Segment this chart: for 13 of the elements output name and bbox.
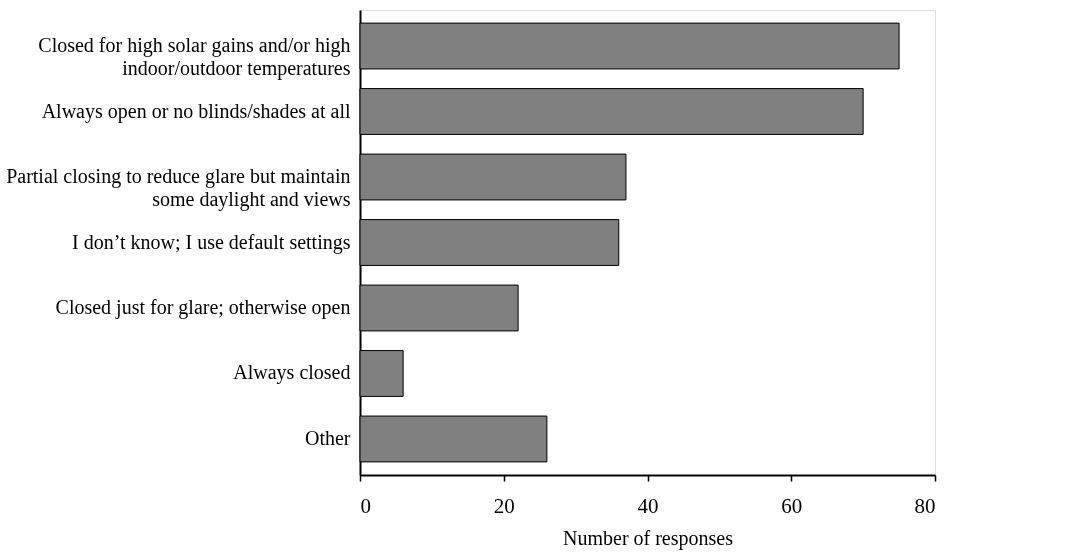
y-tick-label: I don’t know; I use default settings <box>72 230 351 254</box>
y-tick-label: Other <box>304 426 351 449</box>
x-tick-label: 20 <box>493 493 515 518</box>
x-tick-label: 40 <box>637 493 659 518</box>
y-tick-label: Closed just for glare; otherwise open <box>55 295 351 319</box>
x-tick-label: 0 <box>360 493 371 518</box>
y-tick-label: Always open or no blinds/shades at all <box>41 99 351 123</box>
x-axis-title: Number of responses <box>563 526 734 550</box>
x-tick-label: 60 <box>781 493 803 518</box>
x-tick-label: 80 <box>914 493 936 518</box>
y-tick-label: Always closed <box>233 361 351 385</box>
y-tick-label: Partial closing to reduce glare but maintain some daylight and views <box>6 165 351 212</box>
y-tick-label: Closed for high solar gains and/or high indoor/outdoor temperatures <box>38 34 351 81</box>
